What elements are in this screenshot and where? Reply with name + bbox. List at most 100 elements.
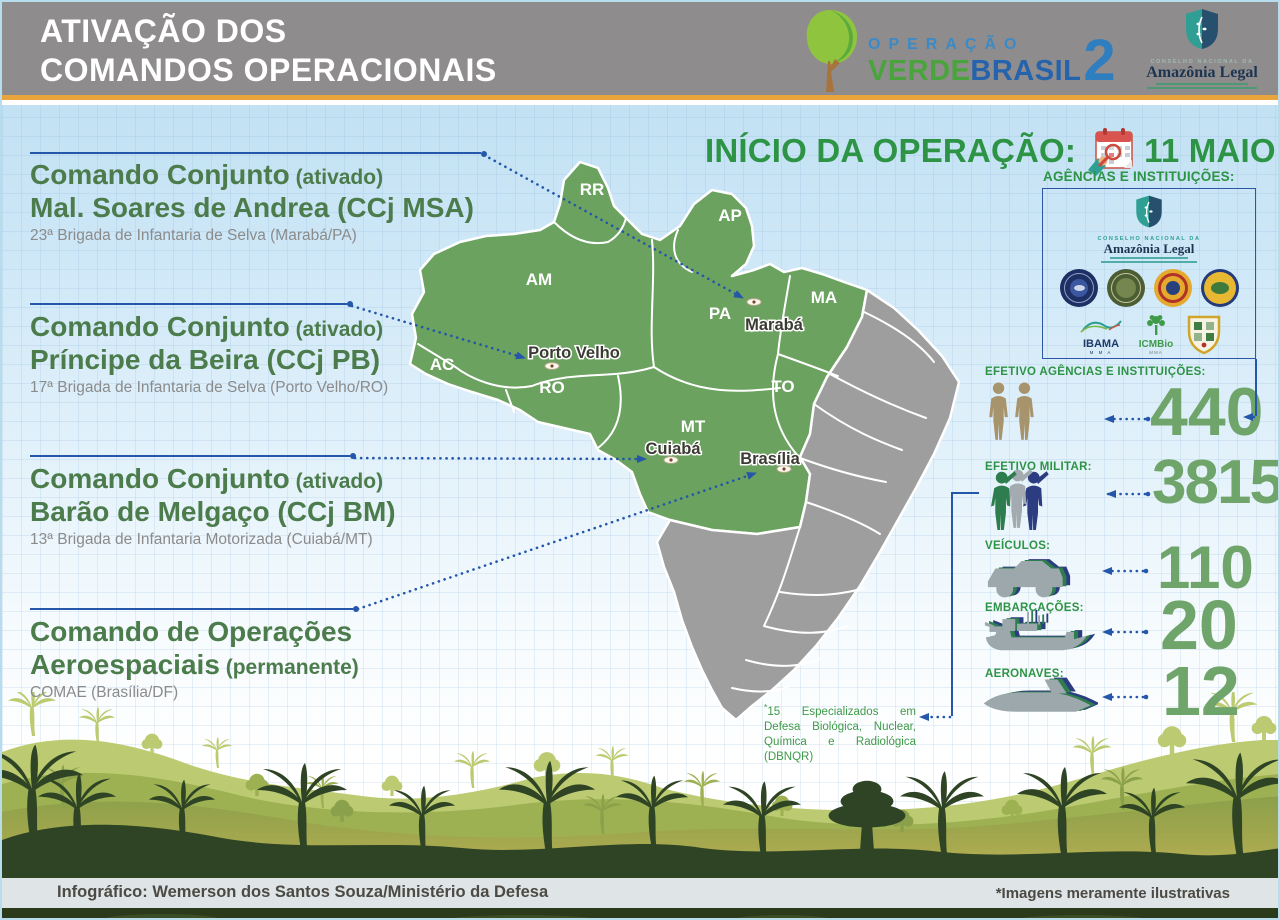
tree-icon: [806, 10, 858, 92]
forest-landscape: [2, 692, 1278, 882]
agency-badge-policia-federal-icon: [1153, 269, 1192, 307]
agency-badge-green-round-icon: [1106, 269, 1145, 307]
foreground-trees: [2, 744, 1278, 875]
city-label-porto-velho: Porto Velho: [528, 344, 620, 362]
city-marker-brasilia: [776, 465, 792, 473]
state-label-ro: RO: [539, 378, 565, 397]
command-block-ccj-msa: Comando Conjunto (ativado) Mal. Soares d…: [30, 158, 510, 245]
command-name: Barão de Melgaço (CCj BM): [30, 496, 396, 528]
footer-bar: Infográfico: Wemerson dos Santos Souza/M…: [2, 878, 1278, 908]
ibama-logo: IBAMA M M A: [1077, 318, 1125, 355]
command-unit: 23ª Brigada de Infantaria de Selva (Mara…: [30, 227, 357, 245]
command-title: Comando Conjunto: [30, 159, 290, 190]
state-label-rr: RR: [580, 180, 605, 199]
operation-start-date: 11 MAIO: [1144, 132, 1276, 169]
command-status: (ativado): [289, 470, 384, 493]
stat-label-agencias: EFETIVO AGÊNCIAS E INSTITUIÇÕES:: [985, 366, 1206, 378]
ship-icon: [984, 609, 1096, 651]
stat-value-agencias: 440: [1150, 374, 1264, 450]
command-status: (ativado): [289, 166, 384, 189]
footer-disclaimer: *Imagens meramente ilustrativas: [995, 885, 1230, 902]
state-label-ma: MA: [811, 288, 837, 307]
command-name: Príncipe da Beira (CCj PB): [30, 344, 381, 376]
operation-start-label: INÍCIO DA OPERAÇÃO:: [705, 132, 1077, 169]
bottom-forest-strip: [2, 908, 1278, 918]
conselho-amazonia-legal-logo: CONSELHO NACIONAL DA Amazônia Legal: [1142, 7, 1262, 89]
command-unit: 17ª Brigada de Infantaria de Selva (Port…: [30, 379, 389, 397]
cnal-name-text: Amazônia Legal: [1103, 241, 1195, 256]
operacao-verde-brasil-logo: OPERAÇÃO VERDEBRASIL 2: [800, 6, 1116, 96]
command-name: Aeroespaciais: [30, 649, 220, 681]
agencies-box: CONSELHO NACIONAL DA Amazônia Legal: [1042, 188, 1256, 359]
state-label-to: TO: [771, 377, 794, 396]
stat-label-aeronaves: AERONAVES:: [985, 668, 1064, 680]
state-label-am: AM: [526, 270, 552, 289]
page-title-line1: ATIVAÇÃO DOS: [40, 13, 287, 49]
agency-badge-shield-icon: [1187, 315, 1221, 355]
city-label-cuiaba: Cuiabá: [645, 440, 701, 458]
command-name: Mal. Soares de Andrea (CCj MSA): [30, 192, 474, 224]
city-marker-cuiaba: [663, 456, 679, 464]
city-labels: Marabá Porto Velho Cuiabá Brasília: [527, 315, 806, 470]
icmbio-tree-icon: [1147, 315, 1165, 335]
city-label-maraba: Marabá: [745, 316, 804, 334]
stat-label-embarcacoes: EMBARCAÇÕES:: [985, 602, 1084, 614]
stat-label-militar: EFETIVO MILITAR:: [985, 461, 1092, 473]
ovb-numeral: 2: [1083, 28, 1116, 93]
agency-badge-navy-round-icon: [1059, 269, 1098, 307]
cnal-top-text: CONSELHO NACIONAL DA: [1097, 236, 1201, 242]
agency-badges-row2: IBAMA M M A ICMBio MMA: [1043, 313, 1255, 355]
cnal-name-text: Amazônia Legal: [1146, 64, 1258, 81]
page-title-line2: COMANDOS OPERACIONAIS: [40, 52, 497, 89]
state-label-ap: AP: [718, 206, 742, 225]
two-people-icon: [989, 382, 1034, 440]
command-title: Comando de Operações: [30, 616, 353, 647]
command-unit: COMAE (Brasília/DF): [30, 684, 179, 702]
page-title: ATIVAÇÃO DOS COMANDOS OPERACIONAIS: [40, 12, 497, 90]
shield-leaf-icon: [1186, 9, 1218, 49]
armored-vehicle-icon: [987, 559, 1071, 598]
command-block-ccj-bm: Comando Conjunto (ativado) Barão de Melg…: [30, 462, 510, 549]
agencies-cnal-logo: CONSELHO NACIONAL DA Amazônia Legal: [1043, 194, 1255, 263]
ovb-operacao: OPERAÇÃO: [868, 36, 1025, 53]
shield-leaf-icon: [1136, 195, 1162, 228]
agency-badges-row1: [1043, 269, 1255, 307]
footnote-dbnqr: *15 Especializados em Defesa Biológica, …: [764, 702, 916, 764]
command-status: (permanente): [219, 656, 359, 680]
command-block-ccj-pb: Comando Conjunto (ativado) Príncipe da B…: [30, 310, 510, 397]
icmbio-logo: ICMBio MMA: [1133, 313, 1179, 355]
footer-credit: Infográfico: Wemerson dos Santos Souza/M…: [57, 883, 549, 901]
command-block-comae: Comando de Operações Aeroespaciais (perm…: [30, 615, 510, 702]
cnal-top-text: CONSELHO NACIONAL DA: [1150, 59, 1254, 65]
agency-badge-prf-icon: [1200, 269, 1239, 307]
command-unit: 13ª Brigada de Infantaria Motorizada (Cu…: [30, 531, 373, 549]
stat-value-embarcacoes: 20: [1160, 586, 1238, 664]
city-marker-maraba: [746, 298, 762, 306]
ibama-waves-icon: [1080, 320, 1122, 333]
cnal-tagline: [1043, 257, 1255, 263]
state-borders: [417, 217, 935, 693]
command-status: (ativado): [289, 318, 384, 341]
stat-value-aeronaves: 12: [1162, 652, 1240, 730]
ovb-verdebrasil: VERDEBRASIL: [868, 55, 1082, 87]
three-soldiers-icon: [991, 469, 1049, 530]
city-markers: [544, 298, 792, 473]
bottom-strip-silhouette: [2, 908, 1278, 918]
header-bar: ATIVAÇÃO DOS COMANDOS OPERACIONAIS OPERA…: [2, 2, 1278, 100]
stat-label-veiculos: VEÍCULOS:: [985, 540, 1051, 552]
command-title: Comando Conjunto: [30, 463, 290, 494]
stat-value-militar: 3815*: [1152, 448, 1280, 517]
state-label-ac: AC: [430, 355, 455, 374]
state-label-mt: MT: [681, 417, 706, 436]
city-marker-porto-velho: [544, 362, 560, 370]
stat-value-veiculos: 110: [1157, 534, 1254, 601]
operation-start: INÍCIO DA OPERAÇÃO: 11 MAIO: [705, 126, 1276, 176]
command-title: Comando Conjunto: [30, 311, 290, 342]
map-region-other-states: [655, 288, 961, 722]
aircraft-icon: [983, 677, 1098, 712]
cnal-tagline: [1142, 83, 1262, 89]
state-label-pa: PA: [709, 304, 731, 323]
calendar-magnifier-icon: [1088, 128, 1133, 176]
agencies-title: AGÊNCIAS E INSTITUIÇÕES:: [1043, 169, 1235, 184]
